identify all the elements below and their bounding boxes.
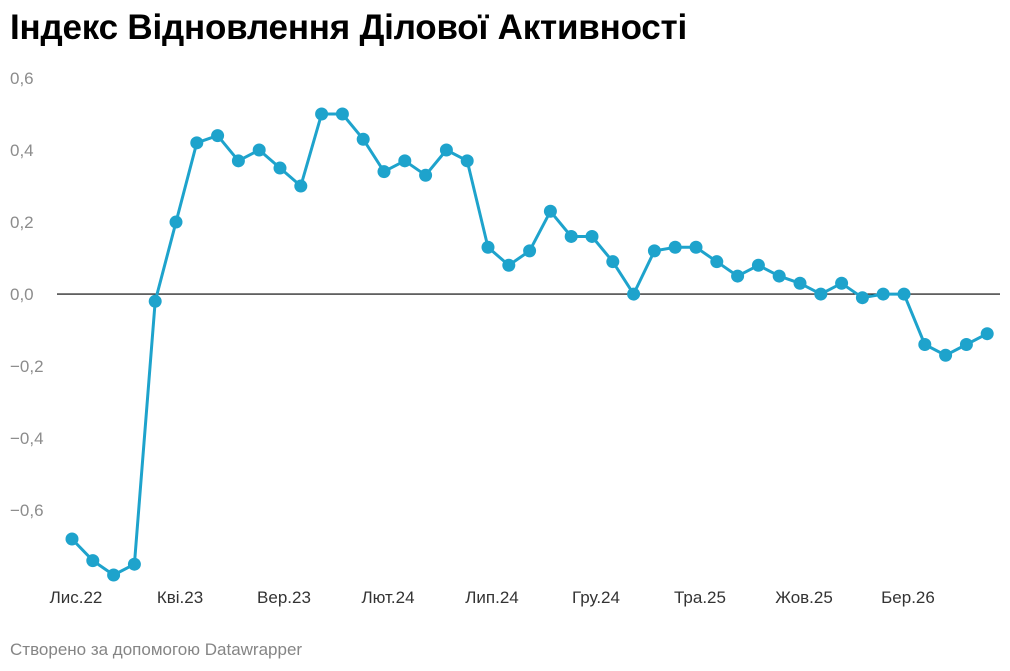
data-point — [107, 568, 121, 582]
series-line-path — [70, 112, 989, 577]
series-points — [65, 107, 994, 582]
y-tick-label: 0,2 — [10, 213, 34, 232]
data-point — [439, 143, 453, 157]
data-point — [294, 179, 308, 193]
x-tick-label: Жов.25 — [775, 588, 833, 607]
data-point — [86, 554, 100, 568]
data-point — [793, 276, 807, 290]
x-axis: Лис.22 Кві.23 Вер.23 Лют.24 Лип.24 Гру.24 Тра.… — [50, 588, 935, 607]
x-tick-label: Гру.24 — [572, 588, 620, 607]
data-point — [647, 244, 661, 258]
data-point — [980, 327, 994, 341]
y-tick-label: 0,6 — [10, 69, 34, 88]
data-point — [211, 129, 225, 143]
x-tick-label: Тра.25 — [674, 588, 726, 607]
data-point — [169, 215, 183, 229]
data-point — [585, 229, 599, 243]
x-tick-label: Бер.26 — [881, 588, 935, 607]
data-point — [127, 557, 141, 571]
data-point — [918, 338, 932, 352]
chart-credit: Створено за допомогою Datawrapper — [10, 640, 303, 659]
y-tick-label: −0,4 — [10, 429, 44, 448]
data-point — [668, 240, 682, 254]
data-point — [814, 287, 828, 301]
data-point — [710, 255, 724, 269]
data-point — [356, 132, 370, 146]
data-point — [148, 294, 162, 308]
data-point — [315, 107, 329, 121]
data-point — [398, 154, 412, 168]
chart-title: Індекс Відновлення Ділової Активності — [10, 8, 688, 47]
y-tick-label: −0,6 — [10, 501, 44, 520]
line-chart: 0,6 0,4 0,2 0,0 −0,2 −0,4 −0,6 Лис.22 Кві.23 Вер… — [10, 69, 1000, 607]
data-point — [751, 258, 765, 272]
data-point — [772, 269, 786, 283]
data-point — [543, 204, 557, 218]
x-tick-label: Кві.23 — [157, 588, 203, 607]
data-point — [190, 136, 204, 150]
data-point — [335, 107, 349, 121]
y-tick-label: 0,4 — [10, 141, 34, 160]
data-point — [502, 258, 516, 272]
data-point — [606, 255, 620, 269]
data-point — [689, 240, 703, 254]
data-point — [481, 240, 495, 254]
data-point — [273, 161, 287, 175]
x-tick-label: Вер.23 — [257, 588, 311, 607]
data-point — [897, 287, 911, 301]
data-point — [876, 287, 890, 301]
data-point — [252, 143, 266, 157]
data-point — [855, 291, 869, 305]
y-tick-label: −0,2 — [10, 357, 44, 376]
data-point — [835, 276, 849, 290]
data-point — [419, 168, 433, 182]
data-point — [231, 154, 245, 168]
data-point — [377, 165, 391, 179]
data-point — [523, 244, 537, 258]
x-tick-label: Лип.24 — [465, 588, 519, 607]
data-point — [564, 229, 578, 243]
data-point — [65, 532, 79, 546]
data-point — [627, 287, 641, 301]
data-point — [939, 348, 953, 362]
data-point — [731, 269, 745, 283]
y-tick-label: 0,0 — [10, 285, 34, 304]
series-line — [70, 112, 989, 577]
x-tick-label: Лис.22 — [50, 588, 103, 607]
data-point — [460, 154, 474, 168]
data-point — [959, 338, 973, 352]
y-axis: 0,6 0,4 0,2 0,0 −0,2 −0,4 −0,6 — [10, 69, 44, 520]
x-tick-label: Лют.24 — [361, 588, 414, 607]
